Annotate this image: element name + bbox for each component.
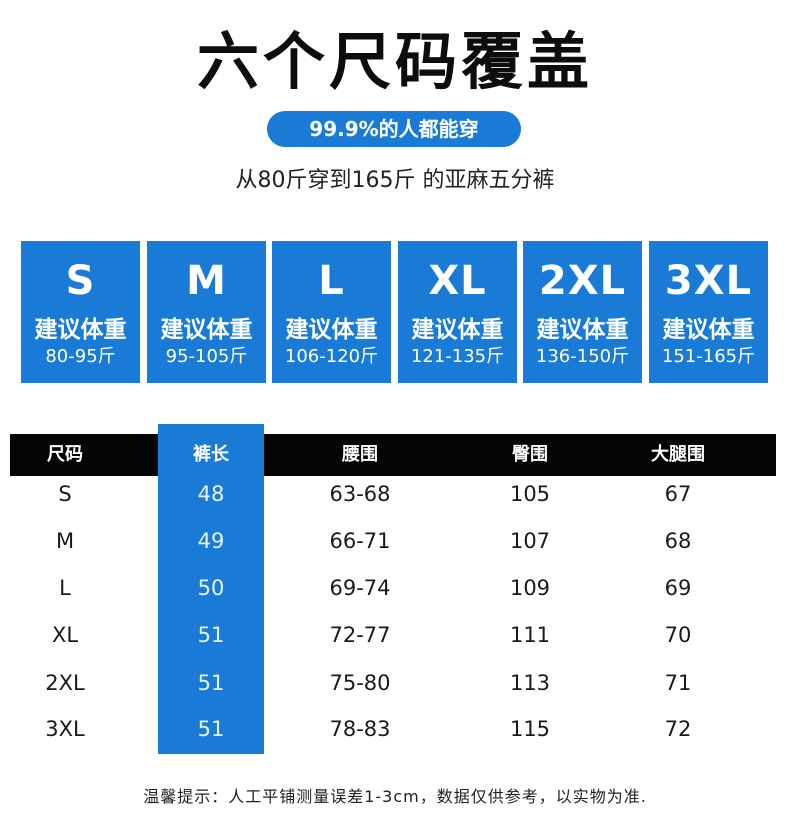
cell-hip: 105 — [509, 482, 551, 506]
cell-waist: 63-68 — [329, 482, 391, 506]
size-card-label: 建议体重 — [411, 317, 504, 343]
size-card-size: XL — [428, 258, 487, 304]
header-size: 尺码 — [47, 444, 83, 465]
cell-thigh: 72 — [664, 717, 692, 741]
cell-waist: 69-74 — [329, 576, 391, 600]
table-header-bar — [10, 434, 776, 476]
size-card-label: 建议体重 — [285, 317, 378, 343]
cell-waist: 72-77 — [329, 623, 391, 647]
length-column-highlight — [158, 424, 264, 754]
size-card-m: M 建议体重 95-105斤 — [147, 241, 266, 383]
header-length: 裤长 — [193, 444, 229, 465]
cell-length: 51 — [197, 623, 225, 647]
cell-size: 2XL — [45, 671, 85, 695]
cell-hip: 107 — [509, 529, 551, 553]
measurement-note: 温馨提示：人工平铺测量误差1-3cm，数据仅供参考，以实物为准. — [143, 787, 647, 806]
cell-size: XL — [51, 623, 79, 647]
cell-thigh: 69 — [664, 576, 692, 600]
cell-hip: 109 — [509, 576, 551, 600]
cell-length: 49 — [197, 529, 225, 553]
cell-size: S — [58, 482, 72, 506]
page-title: 六个尺码覆盖 — [196, 25, 593, 98]
cell-length: 51 — [197, 717, 225, 741]
size-card-range: 136-150斤 — [535, 346, 630, 367]
size-card-range: 106-120斤 — [284, 346, 379, 367]
size-card-label: 建议体重 — [662, 317, 755, 343]
cell-length: 51 — [197, 671, 225, 695]
subtitle: 从80斤穿到165斤 的亚麻五分裤 — [235, 168, 555, 193]
cell-length: 48 — [197, 482, 225, 506]
size-card-2xl: 2XL 建议体重 136-150斤 — [523, 241, 642, 383]
size-card-range: 151-165斤 — [661, 346, 756, 367]
size-card-label: 建议体重 — [160, 317, 253, 343]
cell-size: 3XL — [45, 717, 85, 741]
size-card-range: 121-135斤 — [410, 346, 505, 367]
size-card-size: M — [186, 258, 227, 304]
size-card-label: 建议体重 — [34, 317, 127, 343]
cell-waist: 75-80 — [329, 671, 391, 695]
size-card-size: 3XL — [664, 258, 753, 304]
cell-thigh: 70 — [664, 623, 692, 647]
cell-thigh: 71 — [664, 671, 692, 695]
header-waist: 腰围 — [342, 444, 378, 465]
size-table: 尺码 裤长 腰围 臀围 大腿围 S 48 63-68 105 67 M 49 6… — [10, 424, 776, 754]
size-card-size: S — [65, 258, 96, 304]
cell-hip: 115 — [509, 717, 551, 741]
size-cards: S 建议体重 80-95斤 M 建议体重 95-105斤 L 建议体重 106-… — [21, 241, 769, 383]
cell-thigh: 68 — [664, 529, 692, 553]
cell-hip: 111 — [509, 623, 551, 647]
size-card-3xl: 3XL 建议体重 151-165斤 — [649, 241, 768, 383]
size-card-s: S 建议体重 80-95斤 — [21, 241, 140, 383]
size-card-size: L — [318, 258, 345, 304]
size-card-label: 建议体重 — [536, 317, 629, 343]
cell-waist: 78-83 — [329, 717, 391, 741]
cell-size: M — [55, 529, 75, 553]
header-hip: 臀围 — [512, 444, 548, 465]
cell-size: L — [59, 576, 71, 600]
cell-length: 50 — [197, 576, 225, 600]
cell-thigh: 67 — [664, 482, 692, 506]
cell-waist: 66-71 — [329, 529, 391, 553]
size-card-xl: XL 建议体重 121-135斤 — [398, 241, 517, 383]
cell-hip: 113 — [509, 671, 551, 695]
size-card-l: L 建议体重 106-120斤 — [272, 241, 391, 383]
size-card-range: 80-95斤 — [45, 346, 116, 367]
size-card-size: 2XL — [538, 258, 627, 304]
header-thigh: 大腿围 — [651, 444, 705, 465]
coverage-badge: 99.9%的人都能穿 — [267, 111, 521, 147]
size-card-range: 95-105斤 — [165, 346, 248, 367]
